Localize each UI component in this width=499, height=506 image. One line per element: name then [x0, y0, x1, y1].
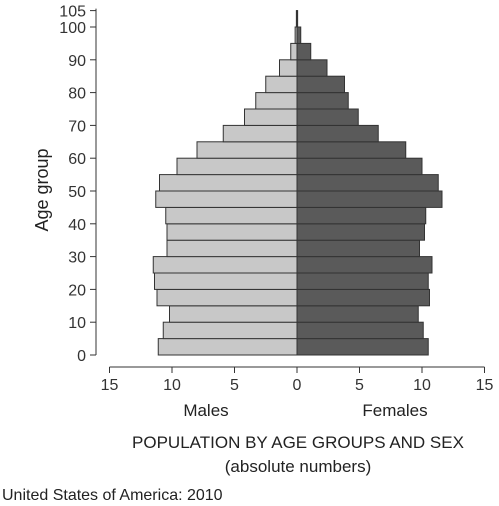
bar-male-50-54 — [159, 174, 298, 192]
y-tick-label: 30 — [68, 250, 86, 267]
bar-male-15-19 — [156, 288, 298, 307]
y-tick-label: 10 — [68, 315, 86, 332]
bar-male-90-94 — [290, 42, 298, 61]
bar-female-55-59 — [296, 157, 423, 176]
bar-male-40-44 — [165, 206, 298, 225]
bar-female-50-54 — [296, 174, 439, 192]
female-bars — [296, 10, 443, 356]
axes — [90, 8, 485, 373]
bar-female-40-44 — [296, 206, 427, 225]
x-label-females: Females — [362, 401, 427, 420]
bar-male-10-14 — [169, 305, 298, 323]
bar-female-80-84 — [296, 75, 345, 94]
x-label-males: Males — [183, 401, 228, 420]
chart-subtitle: (absolute numbers) — [225, 457, 371, 476]
bar-male-0-4 — [157, 338, 298, 356]
bar-female-0-4 — [296, 338, 429, 356]
bar-female-5-9 — [296, 321, 424, 340]
bar-female-15-19 — [296, 288, 430, 307]
y-tick-label: 100 — [59, 20, 86, 37]
bar-male-35-39 — [166, 223, 298, 241]
chart-title: POPULATION BY AGE GROUPS AND SEX — [132, 433, 464, 452]
bar-male-85-89 — [279, 59, 298, 77]
bar-female-75-79 — [296, 92, 349, 110]
bar-male-65-69 — [222, 124, 298, 143]
bar-male-60-64 — [196, 141, 298, 159]
x-tick-label: 5 — [230, 377, 239, 394]
bar-female-100+ — [296, 10, 299, 28]
y-tick-label: 20 — [68, 282, 86, 299]
bar-female-95-99 — [296, 26, 302, 44]
bar-male-70-74 — [244, 108, 298, 126]
y-tick-label: 50 — [68, 184, 86, 201]
bar-female-35-39 — [296, 223, 425, 241]
x-tick-label: 10 — [163, 377, 181, 394]
bar-male-25-29 — [152, 256, 298, 274]
bar-male-45-49 — [155, 190, 298, 208]
y-tick-label: 80 — [68, 86, 86, 103]
bar-female-25-29 — [296, 256, 433, 274]
bar-female-65-69 — [296, 124, 379, 143]
x-tick-label: 15 — [101, 377, 119, 394]
bar-male-55-59 — [176, 157, 298, 176]
y-axis-label: Age group — [32, 148, 52, 231]
male-bars — [152, 10, 298, 356]
bar-female-70-74 — [296, 108, 359, 126]
bar-male-20-24 — [154, 272, 298, 290]
bar-male-80-84 — [265, 75, 298, 94]
bar-male-75-79 — [255, 92, 298, 110]
y-tick-label: 0 — [77, 348, 86, 365]
y-tick-label: 90 — [68, 53, 86, 70]
y-tick-label: 60 — [68, 151, 86, 168]
x-tick-labels: 15 10 5 0 5 10 15 — [101, 377, 494, 394]
x-tick-label: 10 — [413, 377, 431, 394]
bar-male-30-34 — [166, 239, 298, 258]
y-tick-label: 105 — [59, 4, 86, 21]
bar-female-60-64 — [296, 141, 407, 159]
bar-female-45-49 — [296, 190, 443, 208]
bar-female-90-94 — [296, 42, 312, 61]
bar-male-5-9 — [162, 321, 298, 340]
bar-female-30-34 — [296, 239, 420, 258]
x-tick-label: 5 — [355, 377, 364, 394]
x-tick-label: 0 — [293, 377, 302, 394]
y-tick-label: 40 — [68, 217, 86, 234]
bar-female-20-24 — [296, 272, 429, 290]
x-tick-label: 15 — [476, 377, 494, 394]
bar-female-10-14 — [296, 305, 419, 323]
y-tick-label: 70 — [68, 118, 86, 135]
bar-female-85-89 — [296, 59, 328, 77]
chart-source: United States of America: 2010 — [2, 487, 223, 504]
